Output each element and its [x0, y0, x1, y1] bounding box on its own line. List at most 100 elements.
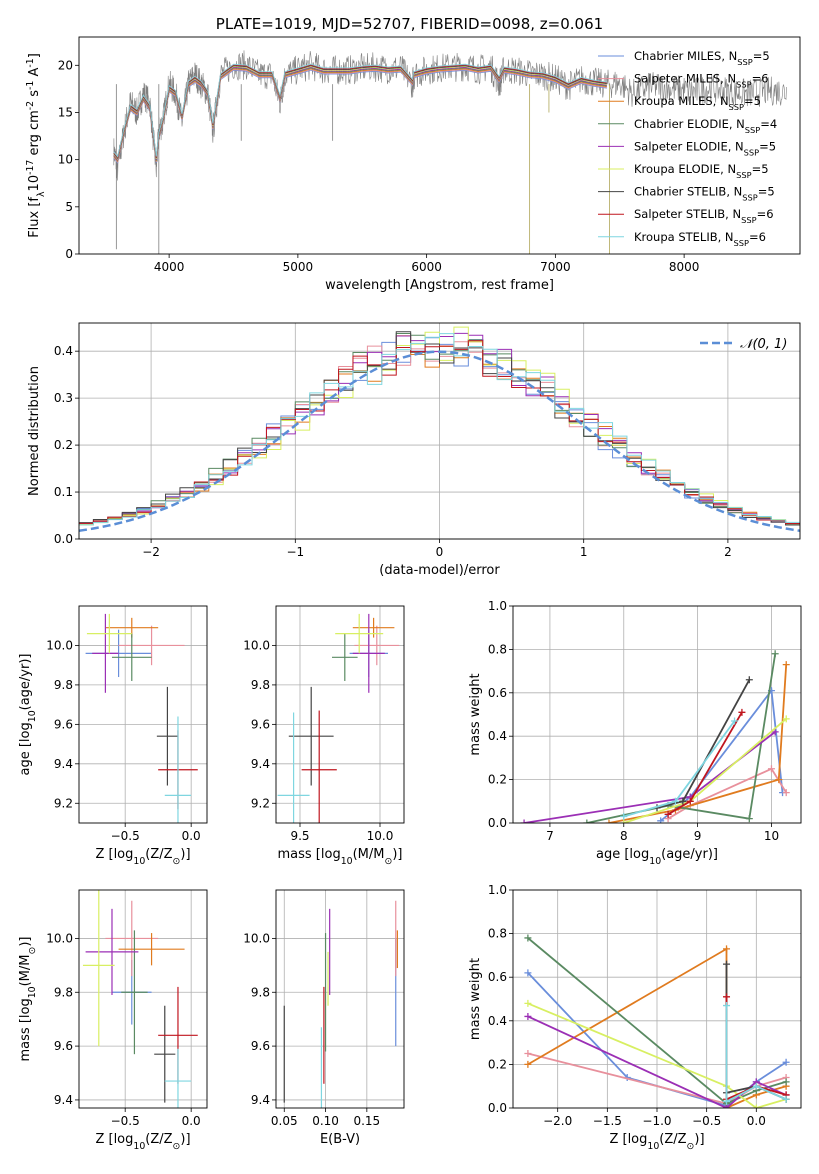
y-tick-label: 0.4 [488, 1014, 507, 1028]
x-axis-label: (data-model)/error [379, 563, 500, 578]
y-tick-label: 5 [65, 200, 73, 214]
legend-entry: Kroupa MILES, NSSP=5 [634, 94, 761, 112]
legend-entry: Chabrier STELIB, NSSP=5 [634, 185, 775, 203]
mass_vs_Z-plot [82, 890, 198, 1108]
y-tick-label: 20 [58, 58, 73, 72]
x-axis-label: Z [log10(Z/Z⊙)] [95, 1132, 190, 1152]
mass-weight-marker [752, 1082, 760, 1090]
y-tick-label: 10.0 [46, 638, 73, 652]
mass-weight-marker [583, 819, 591, 823]
y-axis-label: mass [log10(M/M⊙)] [18, 937, 38, 1062]
legend-entry: Chabrier ELODIE, NSSP=4 [634, 117, 777, 135]
age_vs_Z-axes [75, 605, 208, 827]
y-tick-label: 0.0 [488, 816, 507, 830]
mass-weight-marker [620, 819, 628, 823]
x-tick-label: −0.5 [111, 1114, 140, 1128]
mass-weight-marker [664, 810, 672, 818]
y-tick-label: 0.4 [54, 344, 73, 358]
y-tick-label: 0.0 [54, 532, 73, 546]
y-tick-label: 9.8 [54, 678, 73, 692]
x-tick-label: −1.5 [593, 1114, 622, 1128]
x-tick-label: 4000 [154, 260, 185, 274]
y-tick-label: 10 [58, 153, 73, 167]
mass-weight-marker [723, 1097, 731, 1105]
y-tick-label: 0.6 [488, 686, 507, 700]
y-tick-label: 9.6 [54, 717, 73, 731]
mass-weight-marker [782, 1058, 790, 1066]
mass-weight-marker [723, 993, 731, 1001]
y-tick-label: 0.8 [488, 642, 507, 656]
mass-weight-marker [620, 812, 628, 820]
mass_vs_Z-axes [75, 889, 208, 1112]
x-axis-label: E(B-V) [320, 1132, 360, 1147]
mass-weight-marker [782, 789, 790, 797]
mw_vs_Z-axes [509, 889, 802, 1112]
mass-weight-marker [775, 776, 783, 784]
y-axis-label: age [log10(age/yr)] [18, 654, 38, 776]
mass-weight-marker [745, 676, 753, 684]
x-tick-label: 1 [580, 545, 588, 559]
mass-weight-marker [782, 661, 790, 669]
mass-weight-marker [771, 650, 779, 658]
legend-entry: Salpeter STELIB, NSSP=6 [634, 207, 774, 225]
mass-weight-marker [723, 1002, 731, 1010]
y-tick-label: 0.1 [54, 485, 73, 499]
legend-entry: Chabrier MILES, NSSP=5 [634, 49, 770, 67]
mass-weight-marker [520, 819, 528, 823]
x-axis-label: Z [log10(Z/Z⊙)] [609, 1132, 704, 1152]
y-tick-label: 10.0 [243, 931, 270, 945]
mass-weight-marker [524, 934, 532, 942]
x-tick-label: 0.10 [312, 1114, 339, 1128]
residuals-axes [75, 322, 801, 543]
x-tick-label: 0.0 [182, 829, 201, 843]
y-axis-label: mass weight [468, 673, 483, 755]
y-axis-label: Flux [fλ10-17 erg cm-2 s-1 A-1] [25, 53, 47, 238]
y-tick-label: 15 [58, 105, 73, 119]
y-axis-label: Normed distribution [27, 366, 42, 496]
mass-weight-marker [782, 715, 790, 723]
x-tick-label: 7 [546, 829, 554, 843]
x-axis-label: age [log10(age/yr)] [596, 847, 718, 867]
x-tick-label: −1 [286, 545, 304, 559]
residual-histogram [79, 333, 800, 539]
mass-weight-marker [605, 819, 613, 823]
y-tick-label: 9.2 [251, 796, 270, 810]
y-tick-label: 9.8 [251, 678, 270, 692]
mass-weight-line [660, 688, 784, 822]
y-tick-label: 9.2 [54, 796, 73, 810]
y-tick-label: 0.2 [54, 438, 73, 452]
mass-weight-marker [723, 945, 731, 953]
y-tick-label: 1.0 [488, 599, 507, 613]
y-tick-label: 0.2 [488, 1057, 507, 1071]
x-tick-label: 5000 [283, 260, 314, 274]
mass-weight-marker [771, 728, 779, 736]
legend-entry: Salpeter ELODIE, NSSP=5 [634, 139, 776, 157]
axes-frame [512, 605, 802, 824]
y-tick-label: 0.3 [54, 391, 73, 405]
y-tick-label: 1.0 [488, 883, 507, 897]
legend-entry: Salpeter MILES, NSSP=6 [634, 72, 769, 90]
x-tick-label: 7000 [540, 260, 571, 274]
mass-weight-marker [738, 708, 746, 716]
y-tick-label: 9.6 [251, 717, 270, 731]
mass-weight-marker [524, 1012, 532, 1020]
age_vs_Z-plot [85, 613, 198, 823]
x-axis-label: Z [log10(Z/Z⊙)] [95, 847, 190, 867]
age_vs_mass-plot [277, 613, 400, 823]
mass-weight-marker [752, 1104, 760, 1108]
mass-weight-marker [524, 1060, 532, 1068]
x-tick-label: −0.5 [692, 1114, 721, 1128]
spectrum-plot [113, 50, 787, 254]
mass-weight-marker [767, 765, 775, 773]
y-tick-label: 9.4 [251, 757, 270, 771]
mass-weight-line [527, 947, 787, 1108]
age_vs_mass-axes [272, 605, 405, 827]
residuals-plot [79, 326, 800, 539]
mass-weight-marker [524, 969, 532, 977]
mass-weight-line [667, 767, 787, 820]
y-tick-label: 9.8 [251, 985, 270, 999]
mass-weight-marker [524, 1050, 532, 1057]
x-tick-label: 0.05 [271, 1114, 298, 1128]
spectrum-model-line [113, 63, 607, 158]
